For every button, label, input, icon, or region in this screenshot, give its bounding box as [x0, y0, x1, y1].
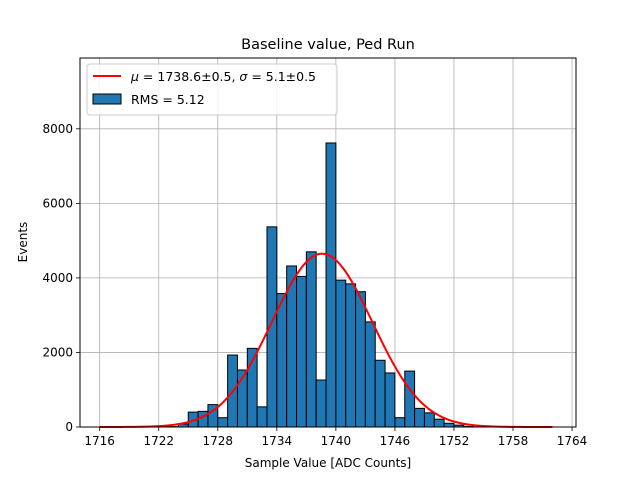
y-tick-label: 8000	[42, 122, 73, 136]
histogram-bar	[326, 143, 336, 427]
y-axis-label: Events	[16, 222, 30, 263]
y-tick-label: 2000	[42, 345, 73, 359]
histogram-bar	[365, 322, 375, 427]
histogram-bar	[356, 292, 366, 427]
x-tick-label: 1764	[557, 434, 588, 448]
y-tick-label: 6000	[42, 196, 73, 210]
x-tick-label: 1716	[84, 434, 115, 448]
x-tick-label: 1728	[203, 434, 234, 448]
histogram-bar	[415, 408, 425, 427]
legend-fit-label: μ = 1738.6±0.5, σ = 5.1±0.5	[130, 69, 316, 84]
legend-hist-label: RMS = 5.12	[131, 92, 205, 107]
histogram-bar	[346, 284, 356, 427]
histogram-bar	[306, 252, 316, 427]
histogram-bar	[395, 418, 405, 427]
histogram-bar	[277, 294, 287, 427]
x-tick-label: 1734	[262, 434, 293, 448]
histogram-bar	[434, 419, 444, 427]
legend: μ = 1738.6±0.5, σ = 5.1±0.5 RMS = 5.12	[87, 64, 337, 115]
histogram-bar	[385, 373, 395, 427]
x-tick-label: 1722	[143, 434, 174, 448]
histogram-bar	[297, 276, 307, 427]
x-tick-label: 1740	[321, 434, 352, 448]
histogram-bar	[424, 413, 434, 427]
x-tick-label: 1752	[439, 434, 470, 448]
legend-hist-swatch	[93, 94, 121, 104]
histogram-bar	[444, 423, 454, 427]
x-tick-label: 1746	[380, 434, 411, 448]
histogram-bar	[316, 380, 326, 427]
x-tick-label: 1758	[498, 434, 529, 448]
y-tick-label: 4000	[42, 271, 73, 285]
histogram-bar	[405, 371, 415, 427]
chart-title: Baseline value, Ped Run	[241, 37, 415, 53]
histogram-bar	[375, 360, 385, 427]
histogram-bar	[257, 407, 267, 427]
y-tick-label: 0	[65, 420, 73, 434]
histogram-bar	[336, 280, 346, 427]
x-axis-label: Sample Value [ADC Counts]	[245, 456, 411, 470]
histogram-bar	[218, 418, 228, 427]
